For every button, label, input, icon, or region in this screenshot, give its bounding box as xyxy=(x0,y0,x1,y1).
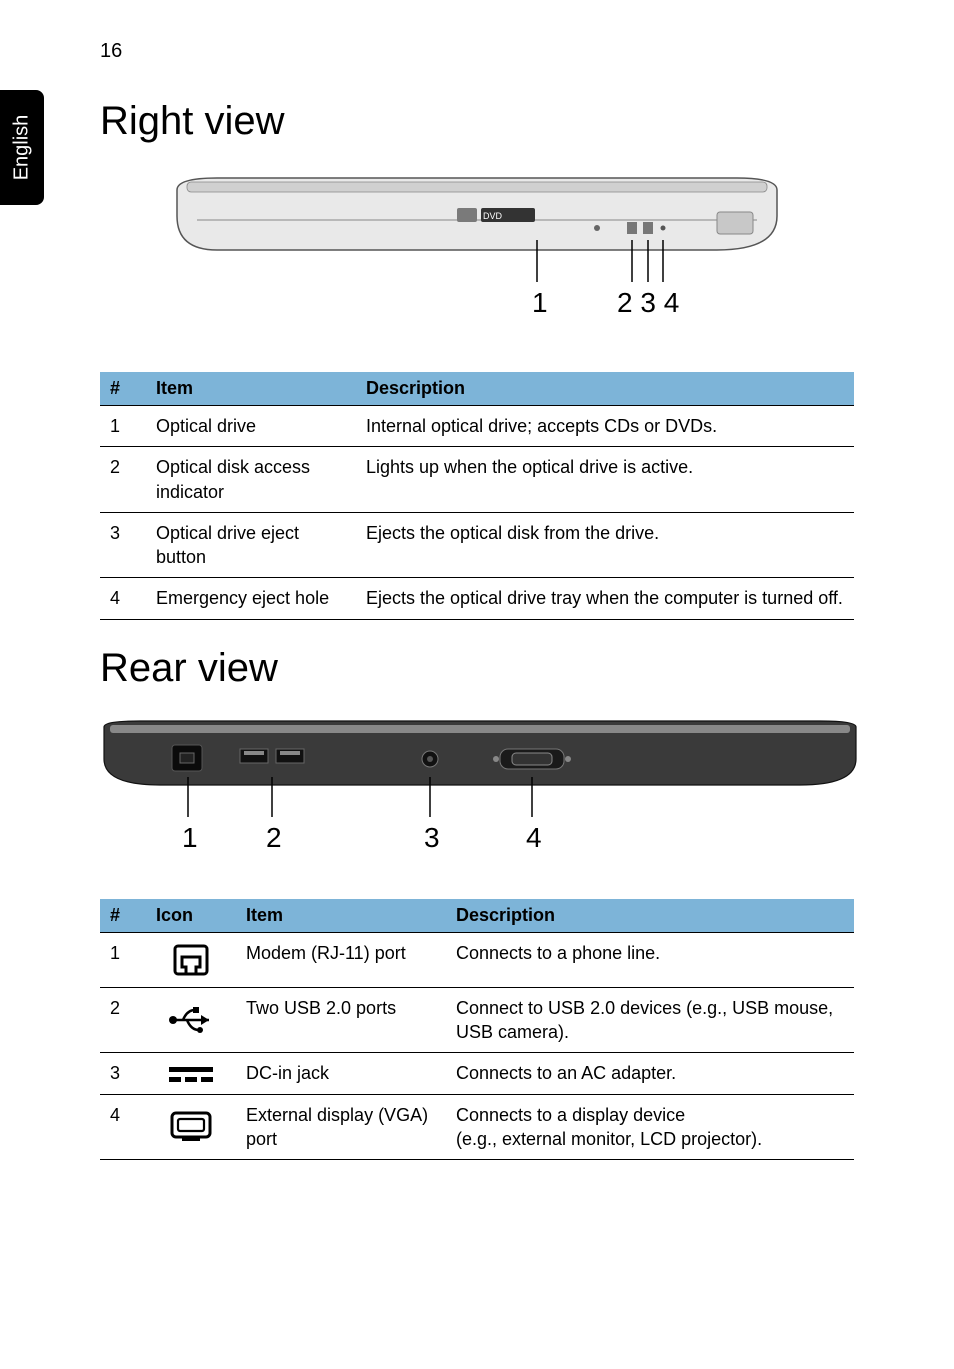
language-tab: English xyxy=(0,90,44,205)
cell-desc: Connects to a phone line. xyxy=(446,932,854,987)
right-view-callout-234: 2 3 4 xyxy=(617,287,679,318)
col-num: # xyxy=(100,372,146,406)
cell-num: 2 xyxy=(100,987,146,1053)
page-number: 16 xyxy=(0,0,954,63)
cell-item: Optical drive eject button xyxy=(146,512,356,578)
col-item: Item xyxy=(236,899,446,933)
rear-view-table: # Icon Item Description 1 Modem (RJ-11) … xyxy=(100,899,854,1160)
cell-item: Optical drive xyxy=(146,406,356,447)
col-desc: Description xyxy=(446,899,854,933)
table-row: 4 External display (VGA) port Connects t… xyxy=(100,1094,854,1160)
cell-item: Optical disk access indicator xyxy=(146,447,356,513)
col-item: Item xyxy=(146,372,356,406)
table-row: 2 Two USB 2.0 ports Connect to USB 2.0 d… xyxy=(100,987,854,1053)
cell-desc: Lights up when the optical drive is acti… xyxy=(356,447,854,513)
cell-item: DC-in jack xyxy=(236,1053,446,1094)
dc-in-icon xyxy=(146,1053,236,1094)
vga-icon xyxy=(146,1094,236,1160)
cell-item: Modem (RJ-11) port xyxy=(236,932,446,987)
table-row: 1 Optical drive Internal optical drive; … xyxy=(100,406,854,447)
table-row: 1 Modem (RJ-11) port Connects to a phone… xyxy=(100,932,854,987)
cell-item: External display (VGA) port xyxy=(236,1094,446,1160)
col-desc: Description xyxy=(356,372,854,406)
cell-desc: Connects to a display device (e.g., exte… xyxy=(446,1094,854,1160)
col-num: # xyxy=(100,899,146,933)
rear-view-callout-3: 3 xyxy=(424,822,440,853)
cell-item: Two USB 2.0 ports xyxy=(236,987,446,1053)
modem-icon xyxy=(146,932,236,987)
table-row: 4 Emergency eject hole Ejects the optica… xyxy=(100,578,854,619)
cell-desc: Ejects the optical disk from the drive. xyxy=(356,512,854,578)
cell-num: 1 xyxy=(100,406,146,447)
usb-icon xyxy=(146,987,236,1053)
cell-desc: Connects to an AC adapter. xyxy=(446,1053,854,1094)
right-view-table: # Item Description 1 Optical drive Inter… xyxy=(100,372,854,620)
page-content: Right view DVD 1 2 3 4 # Item Descriptio… xyxy=(0,63,954,1240)
cell-num: 3 xyxy=(100,512,146,578)
col-icon: Icon xyxy=(146,899,236,933)
cell-num: 3 xyxy=(100,1053,146,1094)
cell-num: 4 xyxy=(100,578,146,619)
cell-num: 4 xyxy=(100,1094,146,1160)
cell-desc: Internal optical drive; accepts CDs or D… xyxy=(356,406,854,447)
language-tab-label: English xyxy=(11,115,34,181)
svg-text:DVD: DVD xyxy=(483,211,503,221)
cell-desc: Connect to USB 2.0 devices (e.g., USB mo… xyxy=(446,987,854,1053)
rear-view-figure: 1 2 3 4 xyxy=(100,719,860,869)
table-row: 2 Optical disk access indicator Lights u… xyxy=(100,447,854,513)
right-view-figure: DVD 1 2 3 4 xyxy=(157,172,797,342)
rear-view-callout-2: 2 xyxy=(266,822,282,853)
rear-view-callout-4: 4 xyxy=(526,822,542,853)
cell-num: 2 xyxy=(100,447,146,513)
cell-num: 1 xyxy=(100,932,146,987)
table-row: 3 DC-in jack Connects to an AC adapter. xyxy=(100,1053,854,1094)
right-view-title: Right view xyxy=(100,99,854,144)
rear-view-title: Rear view xyxy=(100,646,854,691)
right-view-callout-1: 1 xyxy=(532,287,548,318)
cell-desc: Ejects the optical drive tray when the c… xyxy=(356,578,854,619)
rear-view-callout-1: 1 xyxy=(182,822,198,853)
table-row: 3 Optical drive eject button Ejects the … xyxy=(100,512,854,578)
cell-item: Emergency eject hole xyxy=(146,578,356,619)
